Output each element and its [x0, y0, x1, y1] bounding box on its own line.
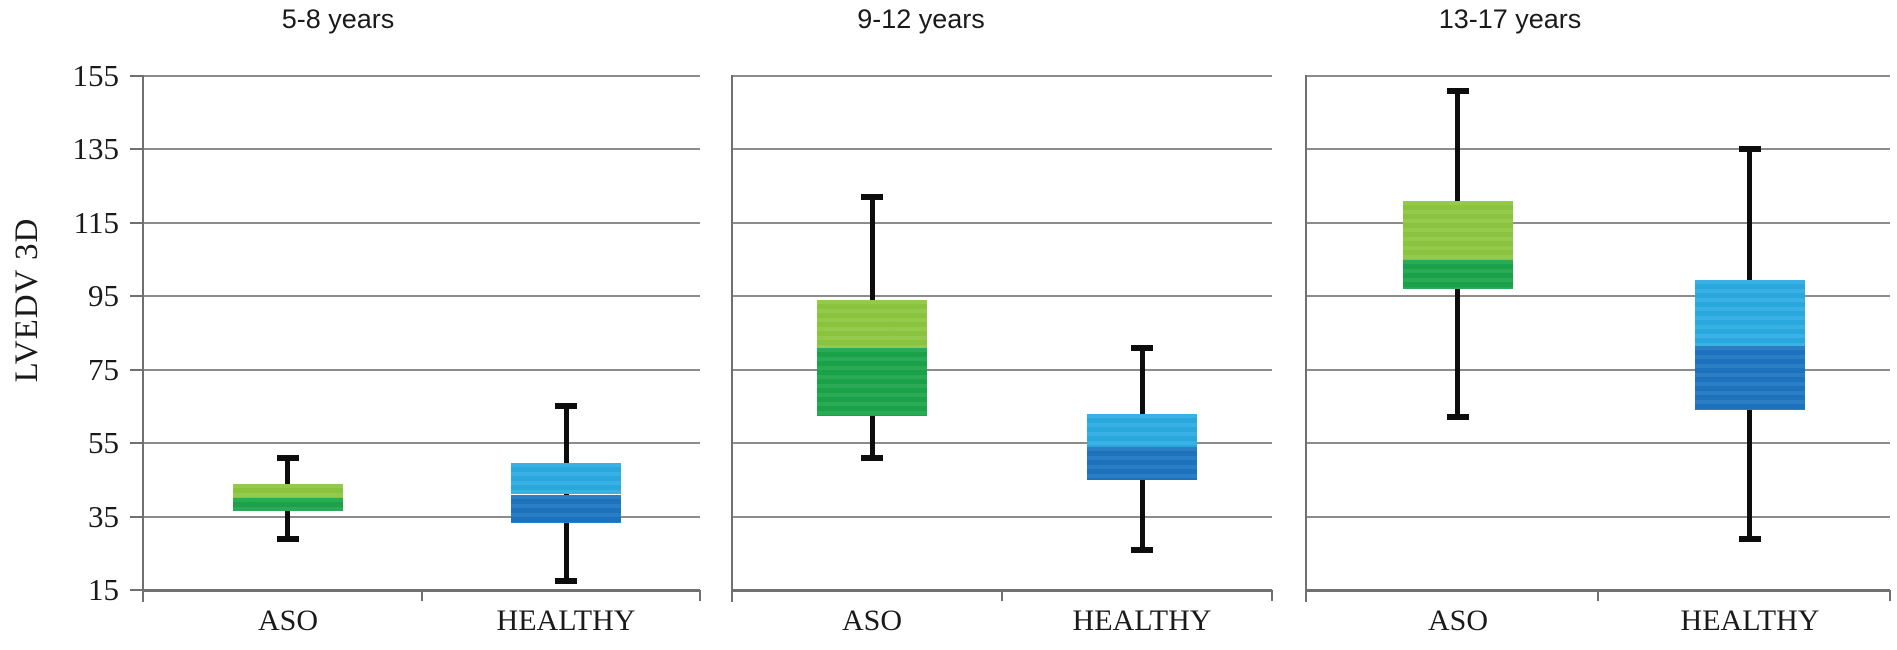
category-label: ASO: [841, 604, 902, 637]
gridline: [1306, 148, 1890, 150]
gridline: [1306, 442, 1890, 444]
y-tick-label: 55: [88, 425, 119, 460]
gridline: [143, 442, 700, 444]
panel-title: 9-12 years: [857, 4, 985, 34]
panel-title: 5-8 years: [281, 4, 395, 34]
x-axis-tick: [1271, 590, 1273, 601]
y-tick-mark: [130, 369, 143, 371]
whisker-cap-low: [1739, 536, 1761, 542]
whisker-cap-low: [555, 578, 577, 584]
whisker-cap-low: [1447, 414, 1469, 420]
whisker-cap-high: [555, 403, 577, 409]
panel-title: 13-17 years: [1438, 4, 1582, 34]
whisker-cap-low: [277, 536, 299, 542]
y-tick-label: 115: [73, 205, 119, 240]
gridline: [732, 369, 1272, 371]
gridline: [732, 75, 1272, 77]
y-axis-line: [1305, 75, 1307, 602]
y-axis-line: [142, 75, 144, 602]
gridline: [143, 369, 700, 371]
x-axis-tick: [142, 590, 144, 601]
y-tick-mark: [130, 148, 143, 150]
whisker-cap-high: [277, 455, 299, 461]
gridline: [143, 222, 700, 224]
y-tick-label: 155: [72, 58, 120, 93]
gridline: [732, 295, 1272, 297]
x-axis-tick: [731, 590, 733, 601]
gridline: [732, 222, 1272, 224]
box-upper-segment: [1087, 414, 1197, 447]
x-axis-tick: [1305, 590, 1307, 601]
box-upper-segment: [1403, 201, 1513, 260]
y-tick-label: 135: [72, 131, 120, 166]
gridline: [143, 148, 700, 150]
box-lower-segment: [233, 498, 343, 511]
category-label: ASO: [1427, 604, 1488, 637]
whisker-cap-high: [1131, 345, 1153, 351]
whisker-cap-high: [1739, 146, 1761, 152]
box-upper-segment: [233, 484, 343, 499]
gridline: [1306, 295, 1890, 297]
gridline: [732, 148, 1272, 150]
x-axis-tick: [1001, 590, 1003, 601]
gridline: [143, 75, 700, 77]
x-axis-tick: [1597, 590, 1599, 601]
gridline: [1306, 75, 1890, 77]
y-tick-label: 35: [88, 499, 119, 534]
whisker-cap-low: [1131, 547, 1153, 553]
whisker-cap-high: [861, 194, 883, 200]
gridline: [1306, 516, 1890, 518]
x-axis-tick: [1889, 590, 1891, 601]
y-axis-line: [731, 75, 733, 602]
box-lower-segment: [1087, 447, 1197, 480]
gridline: [1306, 222, 1890, 224]
category-label: HEALTHY: [1680, 604, 1820, 637]
category-label: ASO: [257, 604, 318, 637]
box-upper-segment: [1695, 280, 1805, 346]
box-upper-segment: [511, 463, 621, 494]
gridline: [1306, 369, 1890, 371]
whisker-cap-high: [1447, 88, 1469, 94]
gridline: [143, 516, 700, 518]
y-tick-label: 75: [88, 352, 119, 387]
y-tick-mark: [130, 442, 143, 444]
y-tick-mark: [130, 222, 143, 224]
gridline: [732, 442, 1272, 444]
category-label: HEALTHY: [496, 604, 636, 637]
gridline: [732, 516, 1272, 518]
whisker-cap-low: [861, 455, 883, 461]
box-lower-segment: [1695, 346, 1805, 410]
y-tick-mark: [130, 75, 143, 77]
y-tick-label: 95: [88, 278, 119, 313]
gridline: [143, 295, 700, 297]
y-tick-label: 15: [88, 572, 119, 607]
box-upper-segment: [817, 300, 927, 348]
x-axis-tick: [421, 590, 423, 601]
x-axis-tick: [699, 590, 701, 601]
y-tick-mark: [130, 589, 143, 591]
y-tick-mark: [130, 516, 143, 518]
y-tick-mark: [130, 295, 143, 297]
box-lower-segment: [511, 495, 621, 523]
category-label: HEALTHY: [1072, 604, 1212, 637]
box-lower-segment: [1403, 260, 1513, 289]
box-lower-segment: [817, 348, 927, 416]
